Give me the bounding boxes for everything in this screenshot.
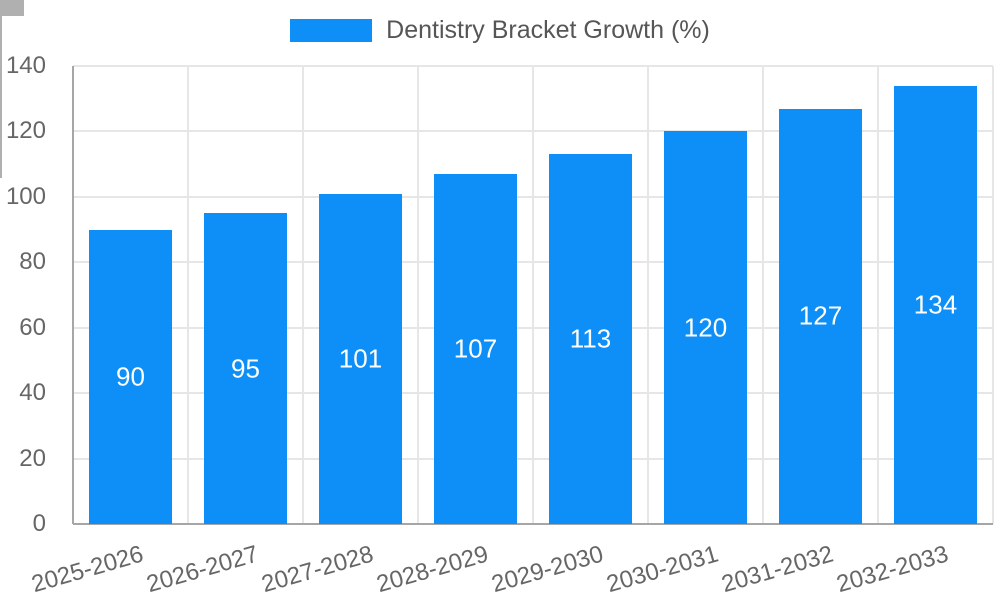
x-axis-category-label: 2032-2033 (833, 540, 952, 599)
gridline-vertical (187, 66, 189, 524)
y-axis-tick (0, 6, 24, 8)
x-axis-tick (0, 16, 2, 34)
x-axis-category-label: 2028-2029 (373, 540, 492, 599)
y-axis-tick-label: 80 (19, 248, 46, 276)
gridline-vertical (532, 66, 534, 524)
y-axis-tick (0, 4, 24, 6)
x-axis-category-label: 2029-2030 (488, 540, 607, 599)
x-axis-tick (0, 88, 2, 106)
x-axis-category-label: 2031-2032 (718, 540, 837, 599)
bar[interactable] (549, 154, 632, 524)
legend-label: Dentistry Bracket Growth (%) (386, 16, 710, 44)
y-axis-tick-label: 0 (32, 510, 46, 537)
y-axis-tick (0, 14, 24, 16)
y-axis-tick-label: 40 (19, 379, 46, 407)
gridline-vertical (417, 66, 419, 524)
y-axis-tick-label: 60 (19, 313, 46, 341)
x-axis-category-label: 2025-2026 (28, 540, 147, 599)
x-axis-tick (0, 142, 2, 160)
gridline-vertical (302, 66, 304, 524)
bar-value-label: 127 (798, 300, 843, 331)
x-axis-tick (0, 124, 2, 142)
y-axis-tick-label: 100 (5, 182, 46, 210)
bar-value-label: 107 (453, 333, 498, 364)
gridline-vertical (647, 66, 649, 524)
bar-value-label: 101 (338, 343, 383, 374)
bar[interactable] (204, 213, 287, 524)
x-axis-tick (0, 34, 2, 52)
y-axis-tick-label: 20 (19, 444, 46, 472)
gridline-vertical (992, 66, 994, 524)
bar[interactable] (434, 173, 517, 524)
bar-value-label: 113 (569, 323, 612, 354)
x-axis-tick (0, 106, 2, 124)
bar[interactable] (664, 131, 747, 524)
y-axis-line (72, 66, 74, 524)
chart-legend: Dentistry Bracket Growth (%) (0, 16, 1000, 45)
x-axis-category-label: 2030-2031 (603, 540, 722, 599)
x-axis-line (73, 523, 993, 525)
y-axis-tick-label: 140 (5, 52, 46, 79)
bar-value-label: 134 (913, 289, 958, 320)
bar-value-label: 95 (231, 353, 260, 384)
y-axis-tick (0, 10, 24, 12)
x-axis-tick (0, 52, 2, 70)
y-axis-tick (0, 12, 24, 14)
x-axis-category-label: 2026-2027 (143, 540, 262, 599)
legend-color-swatch (290, 19, 373, 42)
x-axis-tick (0, 70, 2, 88)
bar[interactable] (89, 229, 172, 524)
y-axis-tick (0, 8, 24, 10)
bar-value-label: 90 (116, 361, 145, 392)
bar[interactable] (319, 193, 402, 524)
bar[interactable] (894, 85, 977, 524)
bar[interactable] (779, 108, 862, 524)
bar-value-label: 120 (683, 312, 728, 343)
y-axis-tick (0, 0, 24, 2)
x-axis-category-label: 2027-2028 (258, 540, 377, 599)
y-axis-tick-label: 120 (5, 117, 46, 145)
y-axis-tick (0, 2, 24, 4)
x-axis-tick (0, 160, 2, 178)
gridline-vertical (877, 66, 879, 524)
gridline-vertical (762, 66, 764, 524)
